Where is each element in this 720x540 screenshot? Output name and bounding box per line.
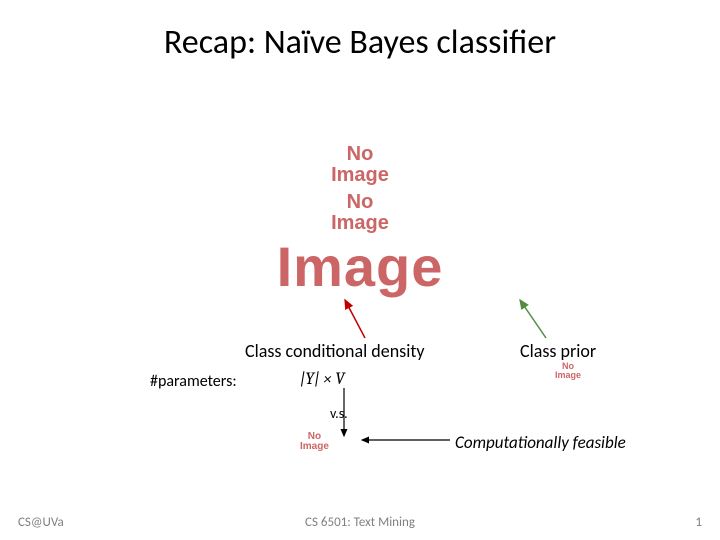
formula-placeholder: NoImage NoImage Image <box>120 120 600 320</box>
slide-title: Recap: Naïve Bayes classifier <box>0 22 720 63</box>
prior-count-placeholder: NoImage <box>555 362 581 380</box>
label-vs: v.s. <box>330 405 348 422</box>
label-class-prior: Class prior <box>520 340 596 362</box>
label-computationally-feasible: Computationally feasible <box>455 432 626 453</box>
alt-params-placeholder: NoImage <box>300 432 329 452</box>
placeholder-text-2: NoImage <box>331 192 389 234</box>
placeholder-text-1: NoImage <box>331 144 389 186</box>
footer-page-number: 1 <box>695 515 702 530</box>
label-class-conditional-density: Class conditional density <box>245 340 425 362</box>
label-num-parameters: #parameters: <box>150 372 237 391</box>
placeholder-text-big: Image <box>277 238 444 297</box>
footer-center: CS 6501: Text Mining <box>0 515 720 530</box>
params-count-math: |Y| × V <box>300 370 345 389</box>
